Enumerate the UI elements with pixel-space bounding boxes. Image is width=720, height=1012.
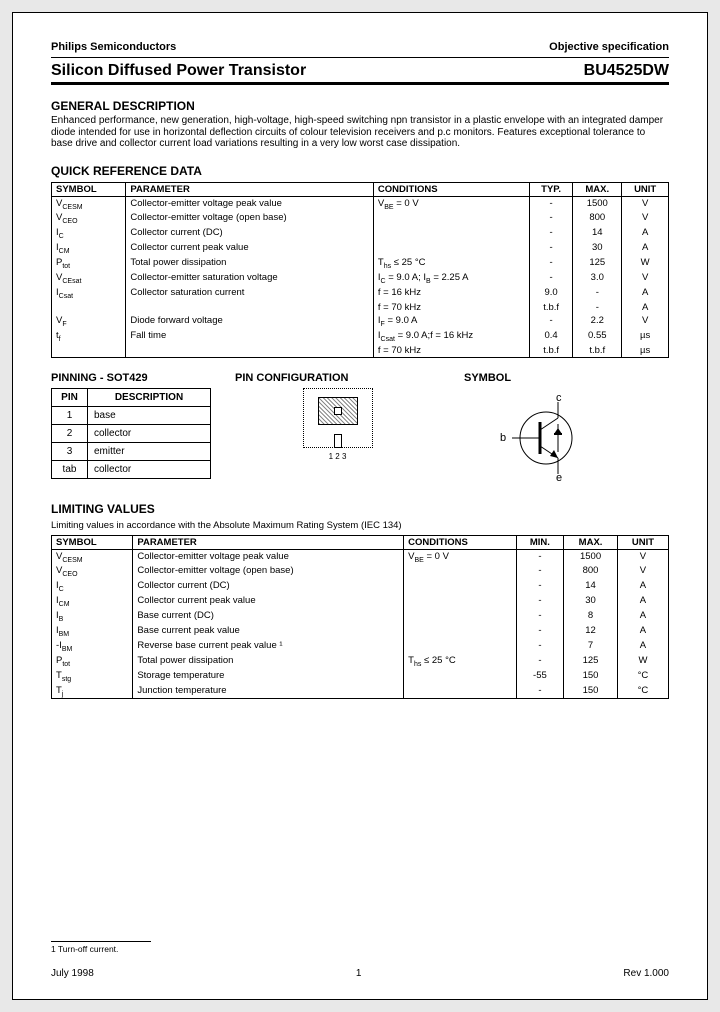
symbol-c: c — [556, 392, 562, 404]
pinconf-heading: PIN CONFIGURATION — [235, 372, 440, 384]
footnote-rule — [51, 941, 151, 942]
company-name: Philips Semiconductors — [51, 41, 176, 53]
product-title: Silicon Diffused Power Transistor — [51, 62, 306, 80]
qrd-heading: QUICK REFERENCE DATA — [51, 164, 669, 178]
symbol-column: SYMBOL c b e — [464, 372, 669, 488]
limiting-heading: LIMITING VALUES — [51, 502, 669, 516]
pinning-column: PINNING - SOT429 PINDESCRIPTION1base2col… — [51, 372, 211, 479]
title-row: Silicon Diffused Power Transistor BU4525… — [51, 58, 669, 82]
datasheet-page: Philips Semiconductors Objective specifi… — [12, 12, 708, 1000]
symbol-e: e — [556, 472, 562, 484]
rule-thick — [51, 82, 669, 85]
footnote-text: 1 Turn-off current. — [51, 944, 118, 954]
general-description: Enhanced performance, new generation, hi… — [51, 115, 669, 150]
pinning-table: PINDESCRIPTION1base2collector3emittertab… — [51, 388, 211, 479]
limiting-note: Limiting values in accordance with the A… — [51, 520, 669, 531]
pinconf-column: PIN CONFIGURATION 1 2 3 — [235, 372, 440, 461]
symbol-b: b — [500, 432, 506, 444]
general-heading: GENERAL DESCRIPTION — [51, 99, 669, 113]
pinconf-pins-label: 1 2 3 — [283, 452, 393, 461]
footer-page: 1 — [356, 968, 362, 979]
limiting-table: SYMBOLPARAMETERCONDITIONSMIN.MAX.UNITVCE… — [51, 535, 669, 700]
footnote-block: 1 Turn-off current. — [51, 921, 669, 954]
three-column-section: PINNING - SOT429 PINDESCRIPTION1base2col… — [51, 372, 669, 488]
symbol-diagram: c b e — [464, 388, 604, 488]
footer-rev: Rev 1.000 — [623, 968, 669, 979]
spec-type: Objective specification — [549, 41, 669, 53]
footer-date: July 1998 — [51, 968, 94, 979]
part-number: BU4525DW — [584, 62, 669, 80]
footer-row: July 1998 1 Rev 1.000 — [51, 968, 669, 979]
pinning-heading: PINNING - SOT429 — [51, 372, 211, 384]
header-row: Philips Semiconductors Objective specifi… — [51, 41, 669, 53]
qrd-table: SYMBOLPARAMETERCONDITIONSTYP.MAX.UNITVCE… — [51, 182, 669, 358]
symbol-heading: SYMBOL — [464, 372, 669, 384]
pinconf-diagram — [303, 388, 373, 448]
